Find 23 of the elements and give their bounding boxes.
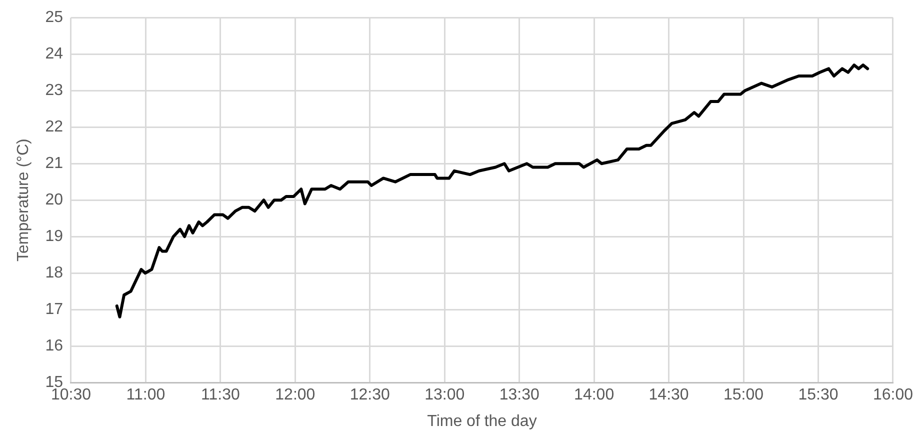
x-tick-label: 12:00 <box>275 386 316 404</box>
x-tick-label: 16:00 <box>872 386 914 404</box>
x-tick-label: 15:00 <box>724 386 764 404</box>
y-tick-label: 25 <box>45 9 64 26</box>
x-tick-label: 11:30 <box>201 386 240 404</box>
x-tick-label: 13:30 <box>499 386 540 404</box>
y-tick-label: 17 <box>45 301 64 318</box>
y-axis-title: Temperature (°C) <box>15 138 32 262</box>
y-tick-label: 22 <box>45 118 64 136</box>
x-tick-label: 11:00 <box>126 386 166 404</box>
y-tick-label: 23 <box>45 82 64 100</box>
x-axis-title: Time of the day <box>427 412 537 430</box>
y-tick-label: 21 <box>45 155 64 172</box>
x-tick-label: 14:00 <box>574 386 614 404</box>
x-tick-label: 13:00 <box>424 386 465 404</box>
y-tick-label: 24 <box>45 46 64 63</box>
y-tick-label: 16 <box>45 338 64 355</box>
x-tick-label: 14:30 <box>648 386 689 404</box>
y-tick-label: 18 <box>45 264 64 282</box>
y-tick-label: 20 <box>45 192 64 209</box>
x-tick-label: 12:30 <box>350 386 390 404</box>
y-tick-label: 19 <box>45 228 64 246</box>
x-tick-label: 15:30 <box>798 386 838 404</box>
